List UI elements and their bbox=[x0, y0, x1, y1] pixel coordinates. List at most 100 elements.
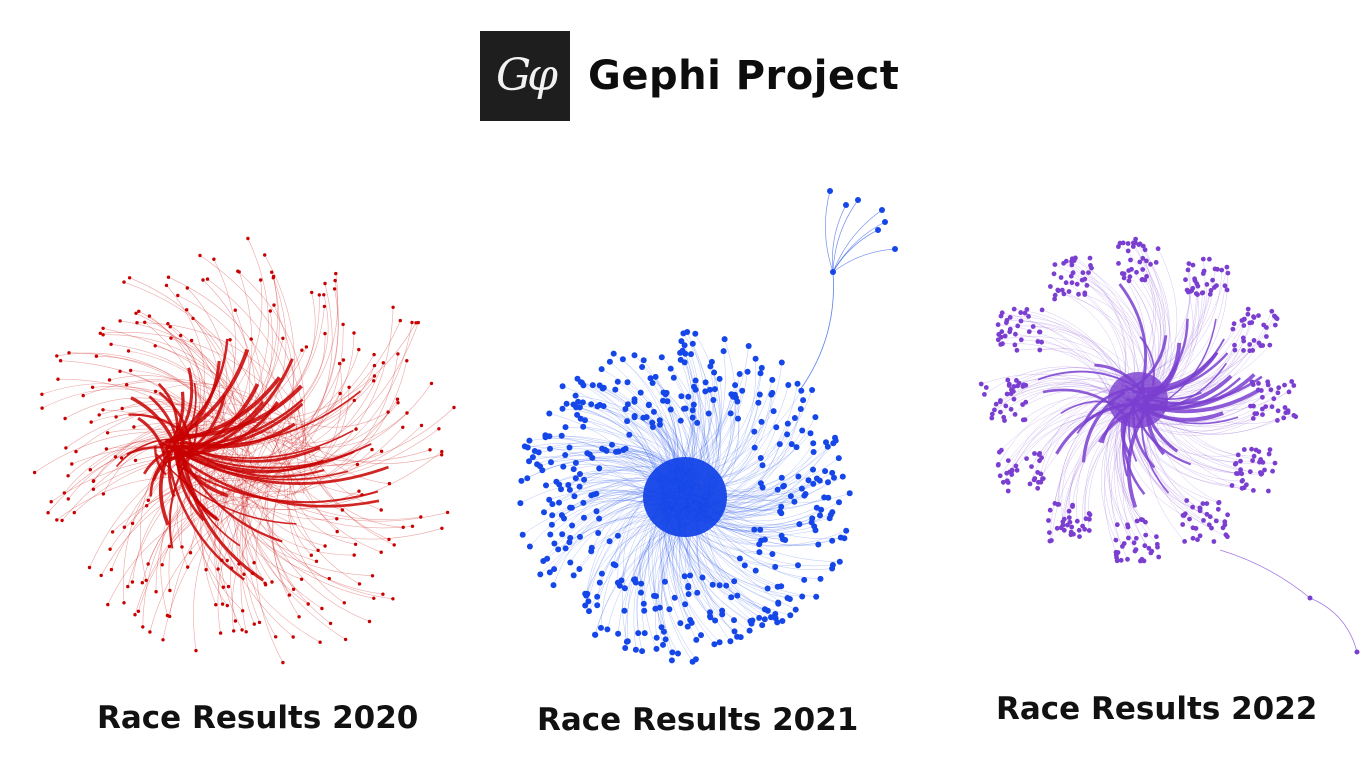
node bbox=[752, 355, 759, 362]
node bbox=[1013, 331, 1018, 337]
node bbox=[137, 309, 141, 313]
edge bbox=[242, 434, 266, 584]
node bbox=[396, 352, 400, 356]
node bbox=[212, 257, 216, 261]
node bbox=[1154, 534, 1159, 540]
node bbox=[653, 634, 660, 641]
node bbox=[675, 650, 681, 657]
edge bbox=[652, 426, 683, 497]
node bbox=[1121, 271, 1127, 277]
node bbox=[1082, 292, 1088, 297]
node bbox=[216, 567, 220, 571]
node bbox=[1204, 501, 1210, 506]
node bbox=[1241, 316, 1247, 322]
node bbox=[761, 606, 768, 613]
node bbox=[517, 500, 524, 507]
edge bbox=[235, 306, 325, 438]
node bbox=[1275, 390, 1281, 396]
edge bbox=[617, 381, 673, 485]
node bbox=[624, 401, 631, 408]
node bbox=[563, 400, 570, 407]
node bbox=[746, 627, 753, 634]
edge bbox=[653, 411, 688, 474]
edge bbox=[661, 392, 678, 513]
node bbox=[240, 628, 244, 632]
edge bbox=[676, 477, 783, 540]
edge bbox=[214, 470, 321, 643]
node bbox=[220, 602, 225, 606]
node bbox=[1125, 248, 1131, 254]
node bbox=[1230, 326, 1236, 332]
node bbox=[577, 415, 584, 422]
edge bbox=[1138, 244, 1170, 390]
edge bbox=[681, 493, 790, 600]
node bbox=[741, 562, 748, 569]
node bbox=[1263, 404, 1269, 409]
node bbox=[1210, 277, 1215, 283]
node bbox=[822, 468, 829, 475]
node bbox=[616, 582, 623, 589]
edge bbox=[667, 513, 776, 615]
edge bbox=[613, 474, 679, 565]
node bbox=[562, 424, 569, 431]
node bbox=[524, 475, 531, 482]
edge bbox=[256, 324, 344, 490]
node bbox=[609, 441, 615, 448]
node bbox=[320, 606, 324, 611]
edge bbox=[659, 424, 677, 486]
node bbox=[549, 512, 556, 519]
node bbox=[993, 401, 999, 407]
edge bbox=[579, 498, 686, 538]
node bbox=[1128, 257, 1133, 263]
node bbox=[555, 546, 562, 553]
node bbox=[571, 493, 578, 500]
node bbox=[1264, 325, 1269, 330]
node bbox=[114, 415, 118, 419]
node bbox=[352, 331, 356, 335]
edge bbox=[672, 506, 841, 547]
edge bbox=[799, 271, 834, 391]
node bbox=[685, 591, 692, 598]
node bbox=[757, 370, 764, 377]
edge bbox=[135, 453, 279, 496]
edge bbox=[41, 388, 208, 417]
edge bbox=[75, 402, 285, 452]
node bbox=[666, 606, 673, 613]
node bbox=[1133, 535, 1139, 541]
node bbox=[233, 308, 237, 312]
edge bbox=[659, 505, 697, 660]
node bbox=[440, 526, 444, 530]
node bbox=[784, 420, 791, 427]
edge bbox=[665, 390, 802, 481]
node bbox=[688, 351, 694, 358]
node bbox=[1073, 255, 1078, 261]
edge bbox=[672, 512, 791, 616]
node bbox=[148, 630, 152, 634]
node bbox=[180, 545, 184, 549]
node bbox=[101, 326, 105, 330]
edge bbox=[583, 476, 679, 504]
node bbox=[645, 402, 652, 409]
node bbox=[1063, 280, 1069, 286]
node bbox=[549, 501, 556, 508]
node bbox=[1240, 478, 1245, 483]
node bbox=[547, 531, 554, 538]
node bbox=[1143, 532, 1149, 538]
node bbox=[165, 613, 170, 618]
node bbox=[91, 487, 96, 491]
node bbox=[1076, 291, 1081, 297]
node bbox=[1012, 342, 1018, 348]
edge bbox=[666, 483, 716, 621]
node bbox=[641, 607, 648, 614]
edge bbox=[186, 358, 294, 459]
node bbox=[1256, 313, 1261, 318]
node bbox=[989, 415, 995, 421]
node bbox=[322, 293, 326, 297]
node bbox=[559, 405, 566, 412]
node bbox=[1004, 478, 1010, 484]
node bbox=[656, 417, 663, 424]
node bbox=[1052, 292, 1058, 298]
node bbox=[1251, 453, 1257, 459]
node bbox=[221, 585, 225, 589]
node bbox=[660, 397, 666, 404]
